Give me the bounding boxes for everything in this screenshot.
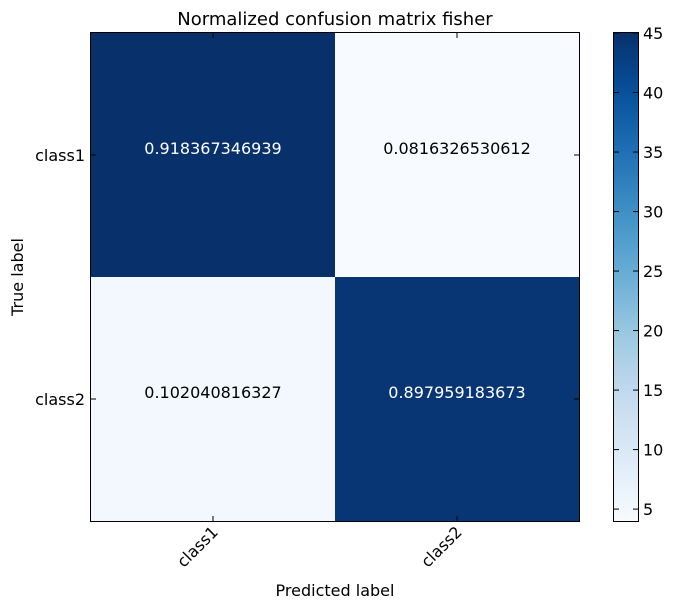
colorbar-tick-label: 5 [643, 500, 653, 519]
colorbar-tick-label: 15 [643, 381, 663, 400]
colorbar-ticks: 5 10 15 20 25 30 35 40 45 [614, 24, 663, 519]
plot-frame [90, 32, 580, 522]
cell-value-label-r2-c1: 0.102040816327 [144, 383, 281, 402]
y-tick-label: class1 [35, 146, 85, 165]
y-axis-label: True label [8, 238, 27, 317]
colorbar-tick-label: 40 [643, 84, 663, 103]
x-tick-label: class2 [417, 522, 466, 571]
colorbar [613, 32, 639, 522]
heatmap-cell-labels: 0.918367346939 0.0816326530612 0.102040816… [144, 139, 531, 402]
colorbar-tick-label: 20 [643, 322, 663, 341]
heatmap-cell-r1-c2 [335, 33, 579, 277]
x-axis-label: Predicted label [276, 581, 395, 600]
y-axis-ticks: class1 class2 [35, 146, 579, 409]
y-tick-label: class2 [35, 390, 85, 409]
x-tick-label: class1 [173, 522, 222, 571]
colorbar-tick-label: 45 [643, 24, 663, 43]
cell-value-label-r1-c1: 0.918367346939 [144, 139, 281, 158]
heatmap-cells [91, 33, 579, 521]
colorbar-tick-label: 35 [643, 143, 663, 162]
colorbar-tick-label: 30 [643, 203, 663, 222]
colorbar-tick-label: 10 [643, 441, 663, 460]
colorbar-tick-label: 25 [643, 262, 663, 281]
heatmap-cell-r2-c2 [335, 277, 579, 521]
chart-title: Normalized confusion matrix fisher [177, 9, 493, 30]
heatmap-cell-r1-c1 [91, 33, 335, 277]
cell-value-label-r1-c2: 0.0816326530612 [383, 139, 531, 158]
heatmap-cell-r2-c1 [91, 277, 335, 521]
cell-value-label-r2-c2: 0.897959183673 [388, 383, 525, 402]
